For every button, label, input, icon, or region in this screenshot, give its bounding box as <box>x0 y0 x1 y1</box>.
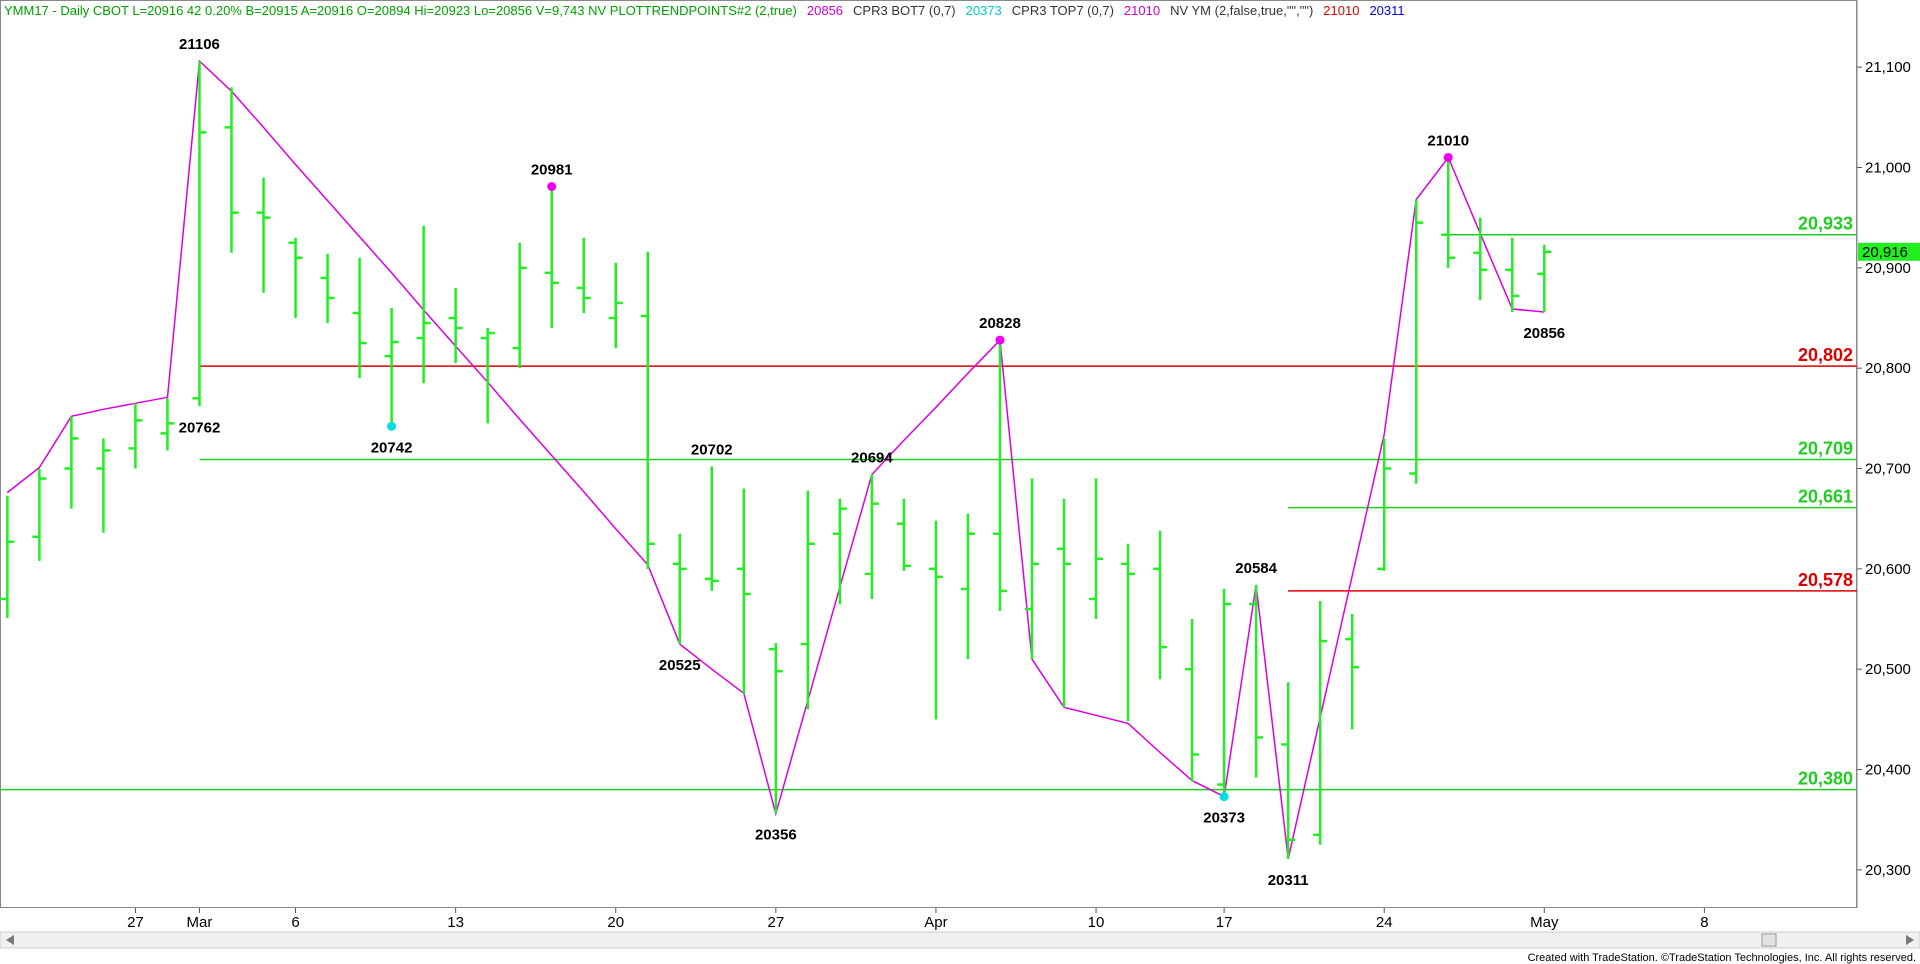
y-tick-label: 20,300 <box>1865 862 1911 879</box>
pivot-label: 20694 <box>851 450 893 467</box>
pivot-label: 21106 <box>179 36 220 53</box>
pivot-dot <box>387 421 397 431</box>
level-label: 20,578 <box>1798 570 1853 590</box>
pivot-label: 20373 <box>1203 810 1245 827</box>
y-tick-label: 20,500 <box>1865 661 1911 678</box>
y-tick-label: 20,400 <box>1865 762 1911 779</box>
scroll-left[interactable] <box>6 935 14 945</box>
y-tick-label: 21,000 <box>1865 159 1911 176</box>
x-tick-label: Mar <box>187 914 213 931</box>
pivot-label: 20856 <box>1523 325 1565 342</box>
header-segment: CPR3 TOP7 (0,7) <box>1012 3 1114 18</box>
y-tick-label: 20,900 <box>1865 260 1911 277</box>
x-tick-label: 27 <box>767 914 784 931</box>
x-tick-label: 27 <box>127 914 144 931</box>
header-segment: 20856 <box>807 3 843 18</box>
x-tick-label: 24 <box>1376 914 1393 931</box>
x-tick-label: 20 <box>607 914 624 931</box>
level-label: 20,933 <box>1798 214 1853 234</box>
level-label: 20,709 <box>1798 438 1853 458</box>
scroll-thumb[interactable] <box>1761 933 1777 947</box>
x-tick-label: 8 <box>1700 914 1708 931</box>
scroll-right[interactable] <box>1906 935 1914 945</box>
pivot-label: 20828 <box>979 315 1021 332</box>
header-segment: CPR3 BOT7 (0,7) <box>853 3 956 18</box>
pivot-label: 21010 <box>1427 132 1469 149</box>
x-tick-label: 13 <box>447 914 464 931</box>
pivot-dot <box>1443 152 1453 162</box>
header-segment: 21010 <box>1124 3 1160 18</box>
footer: Created with TradeStation. ©TradeStation… <box>1528 952 1916 964</box>
header-segment: 21010 <box>1323 3 1359 18</box>
x-tick-label: 6 <box>291 914 299 931</box>
pivot-dot <box>547 182 557 192</box>
pivot-dot <box>995 335 1005 345</box>
pivot-label: 20981 <box>531 162 573 179</box>
y-tick-label: 21,100 <box>1865 59 1911 76</box>
header-segment: NV YM (2,false,true,"","") <box>1170 3 1313 18</box>
level-label: 20,802 <box>1798 345 1853 365</box>
pivot-label: 20584 <box>1235 560 1277 577</box>
y-tick-label: 20,700 <box>1865 461 1911 478</box>
y-tick-label: 20,600 <box>1865 561 1911 578</box>
level-label: 20,380 <box>1798 769 1853 789</box>
pivot-label: 20702 <box>691 442 733 459</box>
header: YMM17 - Daily CBOT L=20916 42 0.20% B=20… <box>4 3 1405 18</box>
x-tick-label: Apr <box>924 914 947 931</box>
header-line: YMM17 - Daily CBOT L=20916 42 0.20% B=20… <box>4 3 1405 18</box>
last-price-box <box>1858 242 1920 261</box>
last-price-label: 20,916 <box>1862 244 1908 261</box>
x-tick-label: 17 <box>1216 914 1233 931</box>
pivot-dot <box>1219 792 1229 802</box>
x-tick-label: 10 <box>1088 914 1105 931</box>
header-segment: YMM17 - Daily CBOT L=20916 42 0.20% B=20… <box>4 3 797 18</box>
x-tick-label: May <box>1530 914 1559 931</box>
scrollbar[interactable] <box>0 931 1920 949</box>
pivot-label: 20742 <box>371 439 413 456</box>
pivot-label: 20525 <box>659 657 701 674</box>
pivot-label: 20762 <box>179 419 221 436</box>
y-tick-label: 20,800 <box>1865 360 1911 377</box>
pivot-label: 20356 <box>755 827 797 844</box>
header-segment: 20311 <box>1369 3 1404 18</box>
header-segment: 20373 <box>966 3 1002 18</box>
level-label: 20,661 <box>1798 487 1853 507</box>
pivot-label: 20311 <box>1268 872 1309 889</box>
